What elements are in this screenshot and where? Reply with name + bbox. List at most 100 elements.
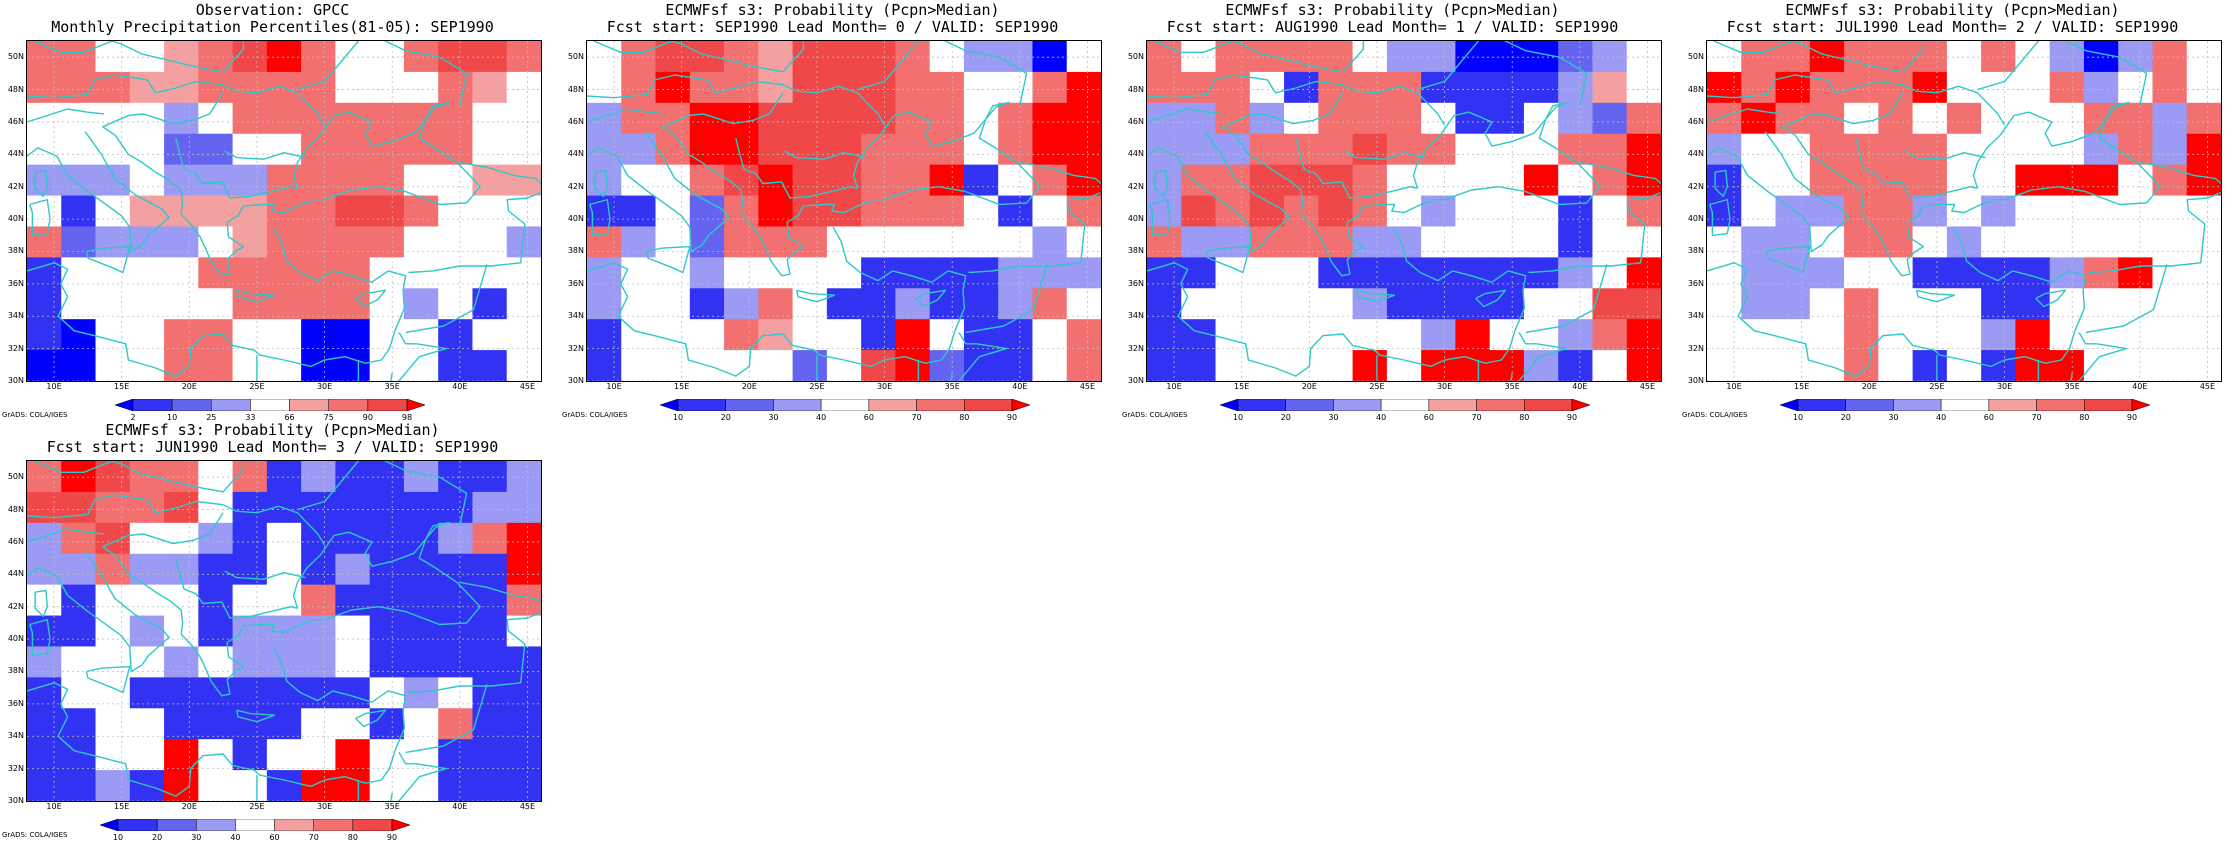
heatmap-cell [1455,133,1491,166]
heatmap-cell [895,71,931,104]
heatmap-cell [2015,350,2051,381]
heatmap-cell [129,288,165,320]
heatmap-cell [1912,102,1948,135]
heatmap-cell [963,288,999,320]
lon-label: 10E [1726,382,1742,391]
colorbar-swatch [1845,399,1894,411]
coastline [587,74,886,126]
heatmap-cell [1318,164,1354,197]
heatmap-cell [929,71,965,104]
colorbar-label: 60 [863,413,874,422]
heatmap-cell [587,350,622,381]
heatmap-cell [1707,350,1742,381]
heatmap-cell [198,350,234,381]
heatmap-cell [472,770,508,801]
coastline [1916,289,1956,303]
heatmap-cell [1981,71,2016,104]
heatmap-cell [95,164,131,197]
lat-label: 32N [1687,343,1704,353]
colorbar [100,819,410,831]
panel-title: ECMWFsf s3: Probability (Pcpn>Median) Fc… [560,2,1105,36]
lat-label: 50N [567,52,584,62]
heatmap-cell [1249,319,1285,351]
heatmap-cell [929,164,965,197]
heatmap-cell [266,133,302,166]
heatmap-cell [1523,226,1559,258]
heatmap-cell [998,226,1034,258]
heatmap-cell [335,41,371,73]
heatmap-cell [438,646,474,678]
heatmap-cell [2049,288,2085,320]
heatmap-cell [232,522,268,555]
heatmap-cell [472,226,508,258]
heatmap-cell [198,102,234,135]
colorbar-label: 20 [152,833,163,842]
coastline [102,92,224,128]
colorbar-swatch [250,399,290,411]
lat-label: 46N [1687,116,1704,126]
heatmap-cell [301,319,336,351]
coastline [1952,226,2087,368]
heatmap-cell [1455,71,1491,104]
heatmap-cell [1032,71,1068,104]
panel-title: Observation: GPCC Monthly Precipitation … [0,2,545,36]
lon-label: 15E [114,382,130,391]
heatmap-cell [164,646,199,678]
lat-label: 50N [7,472,24,482]
heatmap-cell [129,491,165,524]
heatmap-cell [129,461,165,493]
panel-observation: Observation: GPCC Monthly Precipitation … [0,0,560,422]
lon-label: 35E [384,382,400,391]
heatmap-cell [1741,195,1777,228]
heatmap-cell [506,461,541,493]
heatmap-cell [1912,41,1948,73]
heatmap-cell [1215,164,1251,197]
heatmap-cell [929,288,965,320]
coastline [950,372,953,381]
heatmap-cell [2049,41,2085,73]
lat-label: 40N [7,214,24,224]
heatmap-cell [403,553,439,586]
heatmap-cell [1249,164,1285,197]
heatmap-cell [2049,350,2085,381]
heatmap-cell [232,739,268,771]
lon-label: 20E [1301,382,1317,391]
colorbar-swatch [171,399,212,411]
lat-label: 44N [7,149,24,159]
heatmap-cell [2152,41,2188,73]
heatmap-cell [129,739,165,771]
lon-label: 35E [2064,382,2080,391]
lat-label: 40N [1687,214,1704,224]
lat-label: 32N [1127,343,1144,353]
heatmap-cell [1386,133,1422,166]
heatmap-cell [95,739,131,771]
heatmap-cell [232,319,268,351]
heatmap-cell [895,319,931,351]
heatmap-cell [1809,164,1845,197]
heatmap-cell [403,646,439,678]
heatmap-cell [1592,133,1628,166]
heatmap-cell [1981,133,2016,166]
heatmap-cell [1626,41,1661,73]
coastline [459,161,541,185]
heatmap-cell [963,226,999,258]
heatmap-cell [1455,164,1491,197]
heatmap-cell [689,164,725,197]
heatmap-cell [403,133,439,166]
coastline [1782,92,1904,128]
heatmap-cell [2049,164,2085,197]
lat-label: 40N [1127,214,1144,224]
heatmap-cell [1878,350,1914,381]
coastline [27,551,170,673]
heatmap-cell [301,41,336,73]
heatmap-cell [2152,71,2188,104]
heatmap-cell [1741,41,1777,73]
heatmap-cell [1912,319,1948,351]
colorbar-end-high [391,819,410,831]
heatmap-cell [232,770,268,801]
heatmap-cell [1249,133,1285,166]
coastline [587,262,872,377]
heatmap-cell [621,350,657,381]
coastline [102,546,312,697]
colorbar-label: 60 [1423,413,1434,422]
